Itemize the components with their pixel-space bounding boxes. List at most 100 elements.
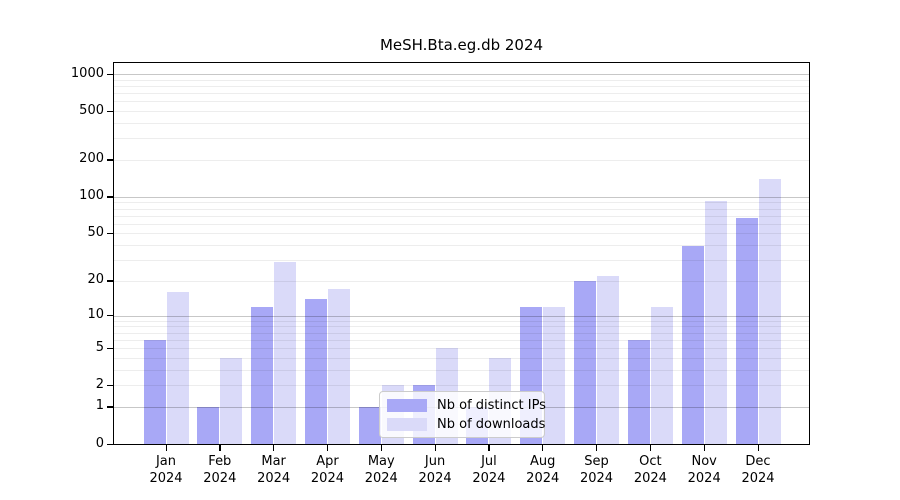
legend: Nb of distinct IPs Nb of downloads <box>379 391 546 438</box>
bar-distinct-ips-jan <box>143 339 166 444</box>
minor-gridline-700 <box>114 93 809 95</box>
x-tick-mark-dec <box>757 445 759 451</box>
legend-row-downloads: Nb of downloads <box>387 417 545 432</box>
minor-gridline-80 <box>114 208 809 210</box>
x-tick-mark-mar <box>273 445 275 451</box>
y-tick-mark-1 <box>107 406 113 408</box>
y-tick-mark-50 <box>107 232 113 235</box>
x-tick-mark-oct <box>649 445 652 451</box>
y-tick-mark-2 <box>107 384 113 386</box>
major-gridline-100 <box>114 196 809 198</box>
x-tick-label-may: May 2024 <box>364 454 398 486</box>
bar-distinct-ips-sep <box>574 280 597 444</box>
x-tick-label-aug: Aug 2024 <box>526 454 560 486</box>
bar-distinct-ips-mar <box>251 306 274 444</box>
x-tick-mark-nov <box>703 445 705 451</box>
x-tick-mark-feb <box>219 445 221 451</box>
y-tick-mark-10 <box>107 315 113 317</box>
x-tick-label-oct: Oct 2024 <box>633 454 667 486</box>
x-tick-label-jan: Jan 2024 <box>149 454 183 486</box>
y-tick-mark-100 <box>107 196 113 198</box>
bar-downloads-oct <box>650 306 673 444</box>
x-tick-mark-may <box>380 445 382 451</box>
bar-distinct-ips-feb <box>197 406 220 444</box>
y-tick-mark-0 <box>107 443 113 445</box>
minor-gridline-70 <box>114 215 809 217</box>
legend-row-distinct-ips: Nb of distinct IPs <box>387 398 546 413</box>
bar-downloads-sep <box>597 276 620 444</box>
y-tick-label-100: 100 <box>79 188 104 204</box>
x-tick-label-nov: Nov 2024 <box>687 454 721 486</box>
bar-downloads-feb <box>220 357 243 444</box>
minor-gridline-200 <box>114 159 809 161</box>
x-tick-label-mar: Mar 2024 <box>257 454 291 486</box>
bar-distinct-ips-may <box>358 406 381 444</box>
minor-gridline-400 <box>114 122 809 124</box>
y-tick-label-0: 0 <box>95 435 104 451</box>
x-tick-label-dec: Dec 2024 <box>741 454 775 486</box>
legend-label-downloads: Nb of downloads <box>437 416 546 432</box>
x-tick-mark-sep <box>596 445 598 451</box>
minor-gridline-2 <box>114 385 809 387</box>
minor-gridline-600 <box>114 101 809 103</box>
bar-distinct-ips-oct <box>627 339 650 444</box>
x-tick-label-jul: Jul 2024 <box>472 454 506 486</box>
x-tick-label-jun: Jun 2024 <box>418 454 452 486</box>
x-tick-mark-jul <box>488 445 490 451</box>
minor-gridline-3 <box>114 369 809 371</box>
legend-label-distinct-ips: Nb of distinct IPs <box>437 397 546 413</box>
x-tick-mark-apr <box>326 445 329 451</box>
minor-gridline-20 <box>114 280 809 282</box>
minor-gridline-7 <box>114 332 809 334</box>
y-tick-label-10: 10 <box>87 307 104 323</box>
major-gridline-10 <box>114 315 809 317</box>
minor-gridline-8 <box>114 326 809 328</box>
minor-gridline-4 <box>114 357 809 359</box>
bar-downloads-jan <box>166 292 189 444</box>
chart-title: MeSH.Bta.eg.db 2024 <box>379 36 544 54</box>
x-tick-mark-aug <box>542 445 544 451</box>
minor-gridline-60 <box>114 223 809 225</box>
minor-gridline-9 <box>114 320 809 322</box>
bar-distinct-ips-apr <box>304 298 327 444</box>
y-tick-label-20: 20 <box>87 272 104 288</box>
minor-gridline-50 <box>114 233 809 235</box>
minor-gridline-900 <box>114 79 809 81</box>
y-tick-mark-500 <box>107 110 113 112</box>
minor-gridline-30 <box>114 260 809 262</box>
y-tick-label-5: 5 <box>95 339 104 355</box>
x-tick-label-apr: Apr 2024 <box>310 454 344 486</box>
y-tick-mark-5 <box>107 347 113 349</box>
minor-gridline-300 <box>114 138 809 140</box>
y-tick-mark-200 <box>107 159 113 161</box>
bar-downloads-mar <box>274 261 297 444</box>
y-tick-mark-20 <box>107 280 113 282</box>
minor-gridline-6 <box>114 339 809 341</box>
minor-gridline-40 <box>114 245 809 247</box>
minor-gridline-90 <box>114 202 809 204</box>
minor-gridline-5 <box>114 348 809 350</box>
y-tick-label-500: 500 <box>79 102 104 118</box>
y-tick-mark-1000 <box>107 73 113 75</box>
y-tick-label-1: 1 <box>95 398 104 414</box>
distinct-ips-swatch <box>387 398 427 412</box>
x-tick-label-feb: Feb 2024 <box>203 454 237 486</box>
y-tick-label-50: 50 <box>87 224 104 240</box>
bar-downloads-nov <box>704 201 727 444</box>
minor-gridline-500 <box>114 111 809 113</box>
bar-downloads-aug <box>543 306 566 444</box>
bar-distinct-ips-dec <box>735 218 758 444</box>
minor-gridline-800 <box>114 85 809 87</box>
bar-downloads-dec <box>758 178 781 444</box>
bar-distinct-ips-nov <box>681 246 704 444</box>
x-tick-mark-jun <box>434 445 436 451</box>
y-tick-label-2: 2 <box>95 376 104 392</box>
y-tick-label-1000: 1000 <box>70 65 104 81</box>
bar-downloads-apr <box>327 289 350 444</box>
x-tick-label-sep: Sep 2024 <box>579 454 614 486</box>
downloads-swatch <box>387 417 427 431</box>
major-gridline-1000 <box>114 74 809 75</box>
x-tick-mark-jan <box>165 445 167 451</box>
y-tick-label-200: 200 <box>79 151 104 167</box>
